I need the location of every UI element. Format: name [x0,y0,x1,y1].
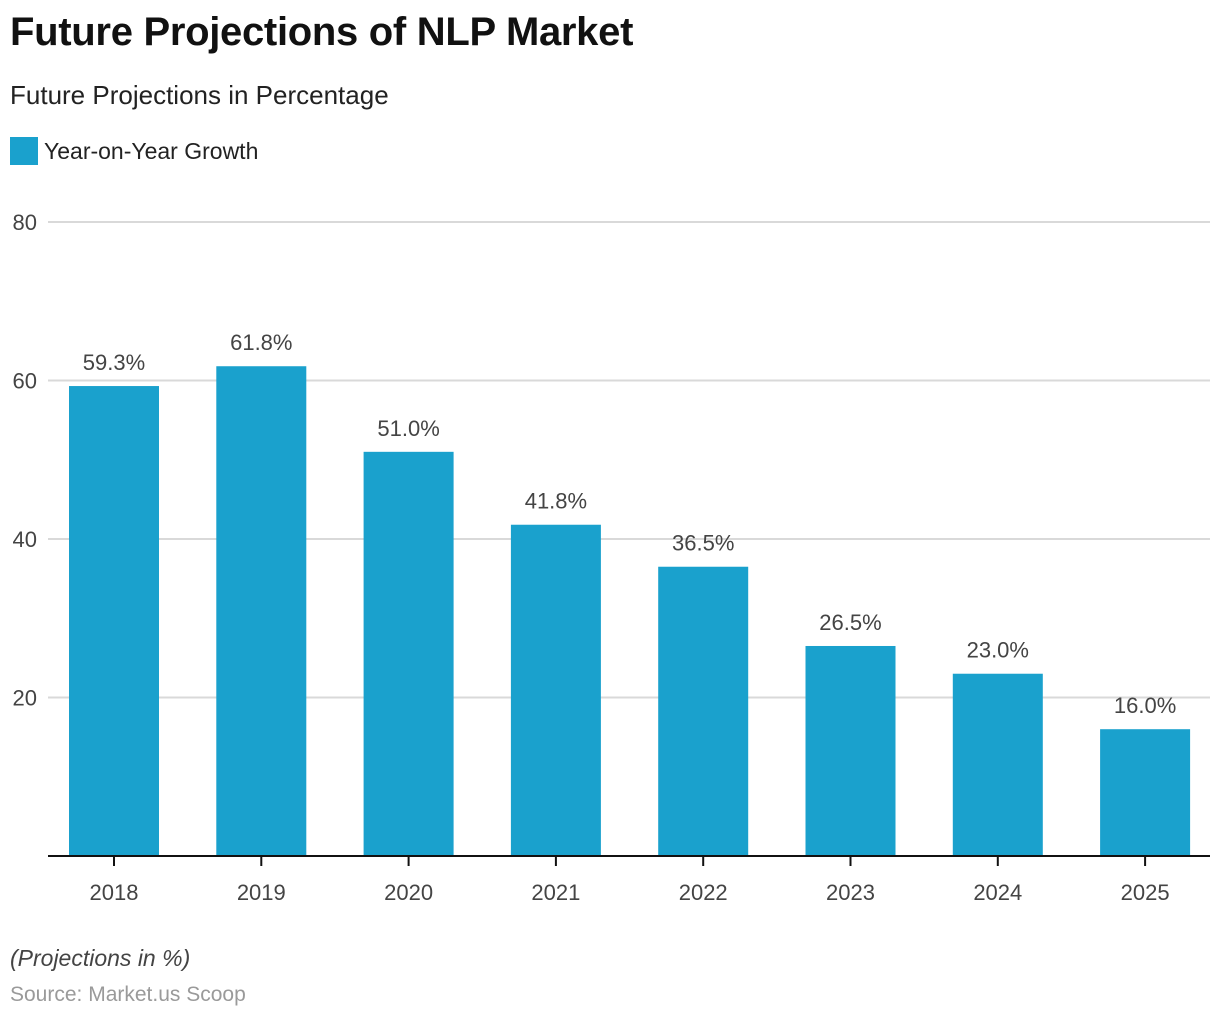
bar-2023 [805,645,896,856]
chart-source: Source: Market.us Scoop [10,983,246,1006]
x-tick-label: 2021 [531,880,580,905]
chart-note: (Projections in %) [10,945,191,971]
bar-2022 [658,566,749,856]
x-tick-label: 2018 [90,880,139,905]
data-label: 51.0% [377,416,439,441]
x-tick-label: 2020 [384,880,433,905]
x-tick-label: 2023 [826,880,875,905]
data-label: 41.8% [525,489,587,514]
bar-2019 [216,366,307,856]
chart-subtitle: Future Projections in Percentage [10,80,389,110]
bar-2020 [363,451,454,856]
x-tick-label: 2022 [679,880,728,905]
chart-title: Future Projections of NLP Market [10,10,634,54]
data-label: 26.5% [819,610,881,635]
data-label: 61.8% [230,330,292,355]
bar-2024 [952,673,1043,856]
bar-2021 [510,524,601,856]
legend-swatch [10,137,38,165]
y-tick-label: 60 [13,369,37,394]
data-label: 36.5% [672,531,734,556]
x-tick-label: 2025 [1121,880,1170,905]
legend-label: Year-on-Year Growth [44,137,259,164]
bar-2025 [1100,729,1191,856]
x-tick-label: 2019 [237,880,286,905]
data-label: 59.3% [83,350,145,375]
data-label: 23.0% [967,638,1029,663]
x-tick-label: 2024 [973,880,1022,905]
y-tick-label: 80 [13,210,37,235]
y-tick-label: 20 [13,686,37,711]
data-label: 16.0% [1114,693,1176,718]
bar-2018 [69,386,159,856]
y-tick-label: 40 [13,527,37,552]
legend: Year-on-Year Growth [10,137,258,165]
